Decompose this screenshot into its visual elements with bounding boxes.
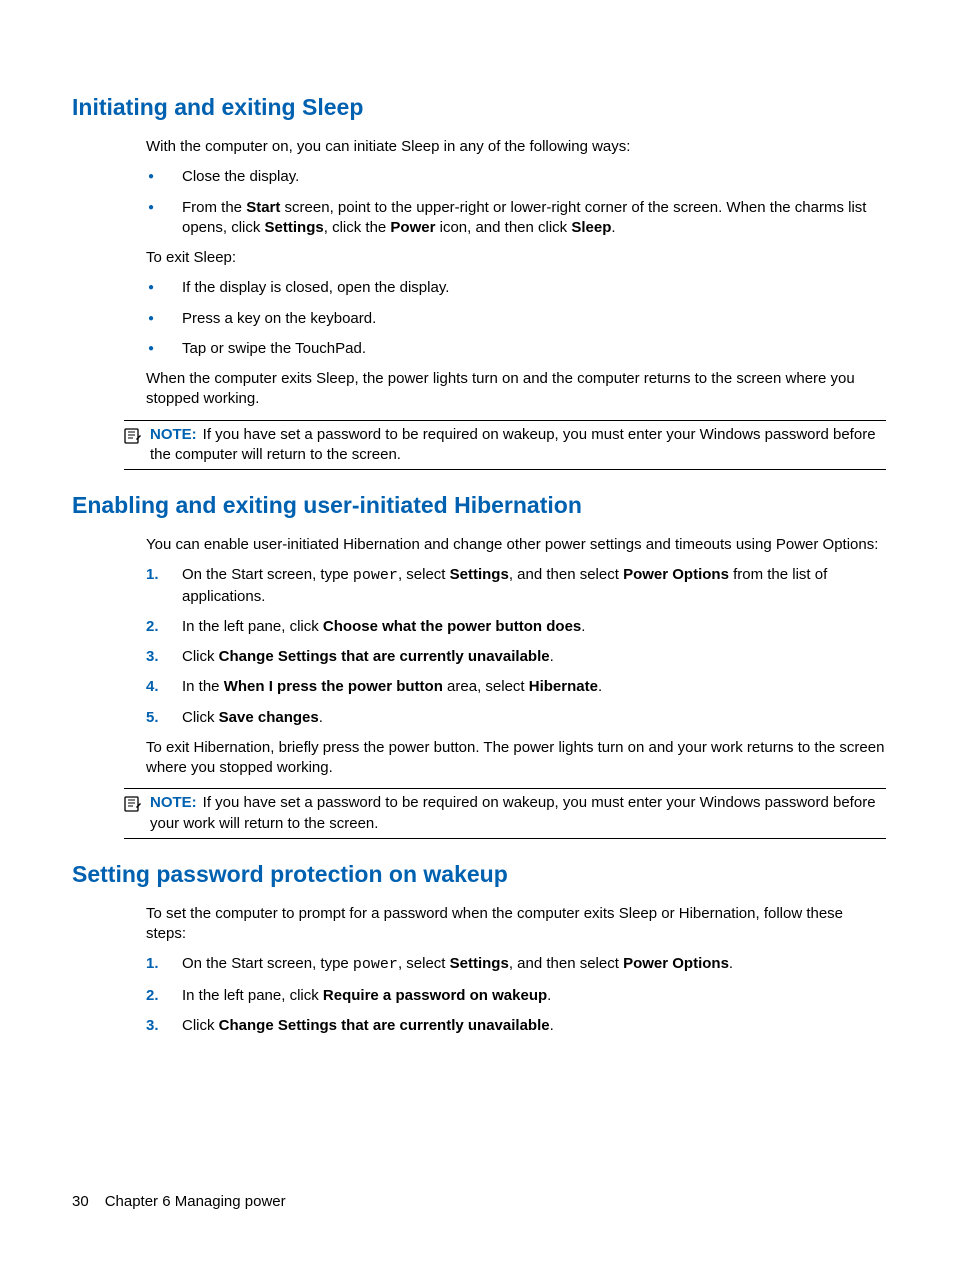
bold: Require a password on wakeup <box>323 987 547 1004</box>
bullet-list: Close the display. From the Start screen… <box>146 167 886 238</box>
note-box: NOTE:If you have set a password to be re… <box>124 420 886 471</box>
text: , select <box>398 566 450 583</box>
chapter-title: Chapter 6 Managing power <box>105 1193 286 1210</box>
section-body: To set the computer to prompt for a pass… <box>146 904 886 1036</box>
code: power <box>353 567 398 584</box>
list-item: Click Save changes. <box>146 708 886 728</box>
bold: Power <box>390 219 435 236</box>
list-item: Close the display. <box>146 167 886 187</box>
bullet-list: If the display is closed, open the displ… <box>146 278 886 359</box>
text: From the <box>182 199 246 216</box>
text: . <box>581 618 585 635</box>
text: Click <box>182 648 219 665</box>
note-text: If you have set a password to be require… <box>150 426 876 463</box>
text: . <box>611 219 615 236</box>
text: In the <box>182 678 224 695</box>
bold: Sleep <box>571 219 611 236</box>
list-item: On the Start screen, type power, select … <box>146 954 886 975</box>
list-item: From the Start screen, point to the uppe… <box>146 198 886 239</box>
code: power <box>353 956 398 973</box>
bold: When I press the power button <box>224 678 443 695</box>
text: . <box>319 709 323 726</box>
list-item: Press a key on the keyboard. <box>146 309 886 329</box>
note-box: NOTE:If you have set a password to be re… <box>124 788 886 839</box>
list-item: Tap or swipe the TouchPad. <box>146 339 886 359</box>
text: . <box>550 648 554 665</box>
text: area, select <box>443 678 529 695</box>
list-item: In the When I press the power button are… <box>146 677 886 697</box>
list-item: Click Change Settings that are currently… <box>146 1016 886 1036</box>
bold: Change Settings that are currently unava… <box>219 1017 550 1034</box>
text: In the left pane, click <box>182 987 323 1004</box>
text: . <box>729 955 733 972</box>
note-label: NOTE: <box>150 794 197 811</box>
paragraph: With the computer on, you can initiate S… <box>146 137 886 157</box>
bold: Choose what the power button does <box>323 618 581 635</box>
bold: Change Settings that are currently unava… <box>219 648 550 665</box>
ordered-list: On the Start screen, type power, select … <box>146 954 886 1036</box>
note-icon <box>122 795 142 813</box>
section-body: With the computer on, you can initiate S… <box>146 137 886 410</box>
section-heading-password: Setting password protection on wakeup <box>72 861 886 888</box>
bold: Settings <box>450 955 509 972</box>
section-heading-hibernation: Enabling and exiting user-initiated Hibe… <box>72 492 886 519</box>
page-number: 30 <box>72 1193 89 1210</box>
bold: Start <box>246 199 280 216</box>
list-item: In the left pane, click Choose what the … <box>146 617 886 637</box>
bold: Settings <box>450 566 509 583</box>
paragraph: To exit Sleep: <box>146 248 886 268</box>
note-icon <box>122 427 142 445</box>
list-item: On the Start screen, type power, select … <box>146 565 886 607</box>
text: Click <box>182 709 219 726</box>
paragraph: You can enable user-initiated Hibernatio… <box>146 535 886 555</box>
note-text: If you have set a password to be require… <box>150 794 876 831</box>
text: On the Start screen, type <box>182 955 353 972</box>
ordered-list: On the Start screen, type power, select … <box>146 565 886 728</box>
text: On the Start screen, type <box>182 566 353 583</box>
bold: Save changes <box>219 709 319 726</box>
text: , and then select <box>509 566 623 583</box>
text: In the left pane, click <box>182 618 323 635</box>
section-body: You can enable user-initiated Hibernatio… <box>146 535 886 778</box>
text: , select <box>398 955 450 972</box>
text: icon, and then click <box>435 219 571 236</box>
bold: Power Options <box>623 955 729 972</box>
bold: Settings <box>265 219 324 236</box>
paragraph: When the computer exits Sleep, the power… <box>146 369 886 410</box>
list-item: If the display is closed, open the displ… <box>146 278 886 298</box>
paragraph: To exit Hibernation, briefly press the p… <box>146 738 886 779</box>
list-item: In the left pane, click Require a passwo… <box>146 986 886 1006</box>
bold: Hibernate <box>529 678 598 695</box>
note-label: NOTE: <box>150 426 197 443</box>
section-heading-sleep: Initiating and exiting Sleep <box>72 94 886 121</box>
text: , and then select <box>509 955 623 972</box>
text: . <box>598 678 602 695</box>
text: . <box>547 987 551 1004</box>
list-item: Click Change Settings that are currently… <box>146 647 886 667</box>
bold: Power Options <box>623 566 729 583</box>
page-footer: 30 Chapter 6 Managing power <box>72 1193 286 1210</box>
paragraph: To set the computer to prompt for a pass… <box>146 904 886 945</box>
text: Click <box>182 1017 219 1034</box>
page-body: Initiating and exiting Sleep With the co… <box>0 0 954 1036</box>
text: . <box>550 1017 554 1034</box>
text: , click the <box>324 219 391 236</box>
